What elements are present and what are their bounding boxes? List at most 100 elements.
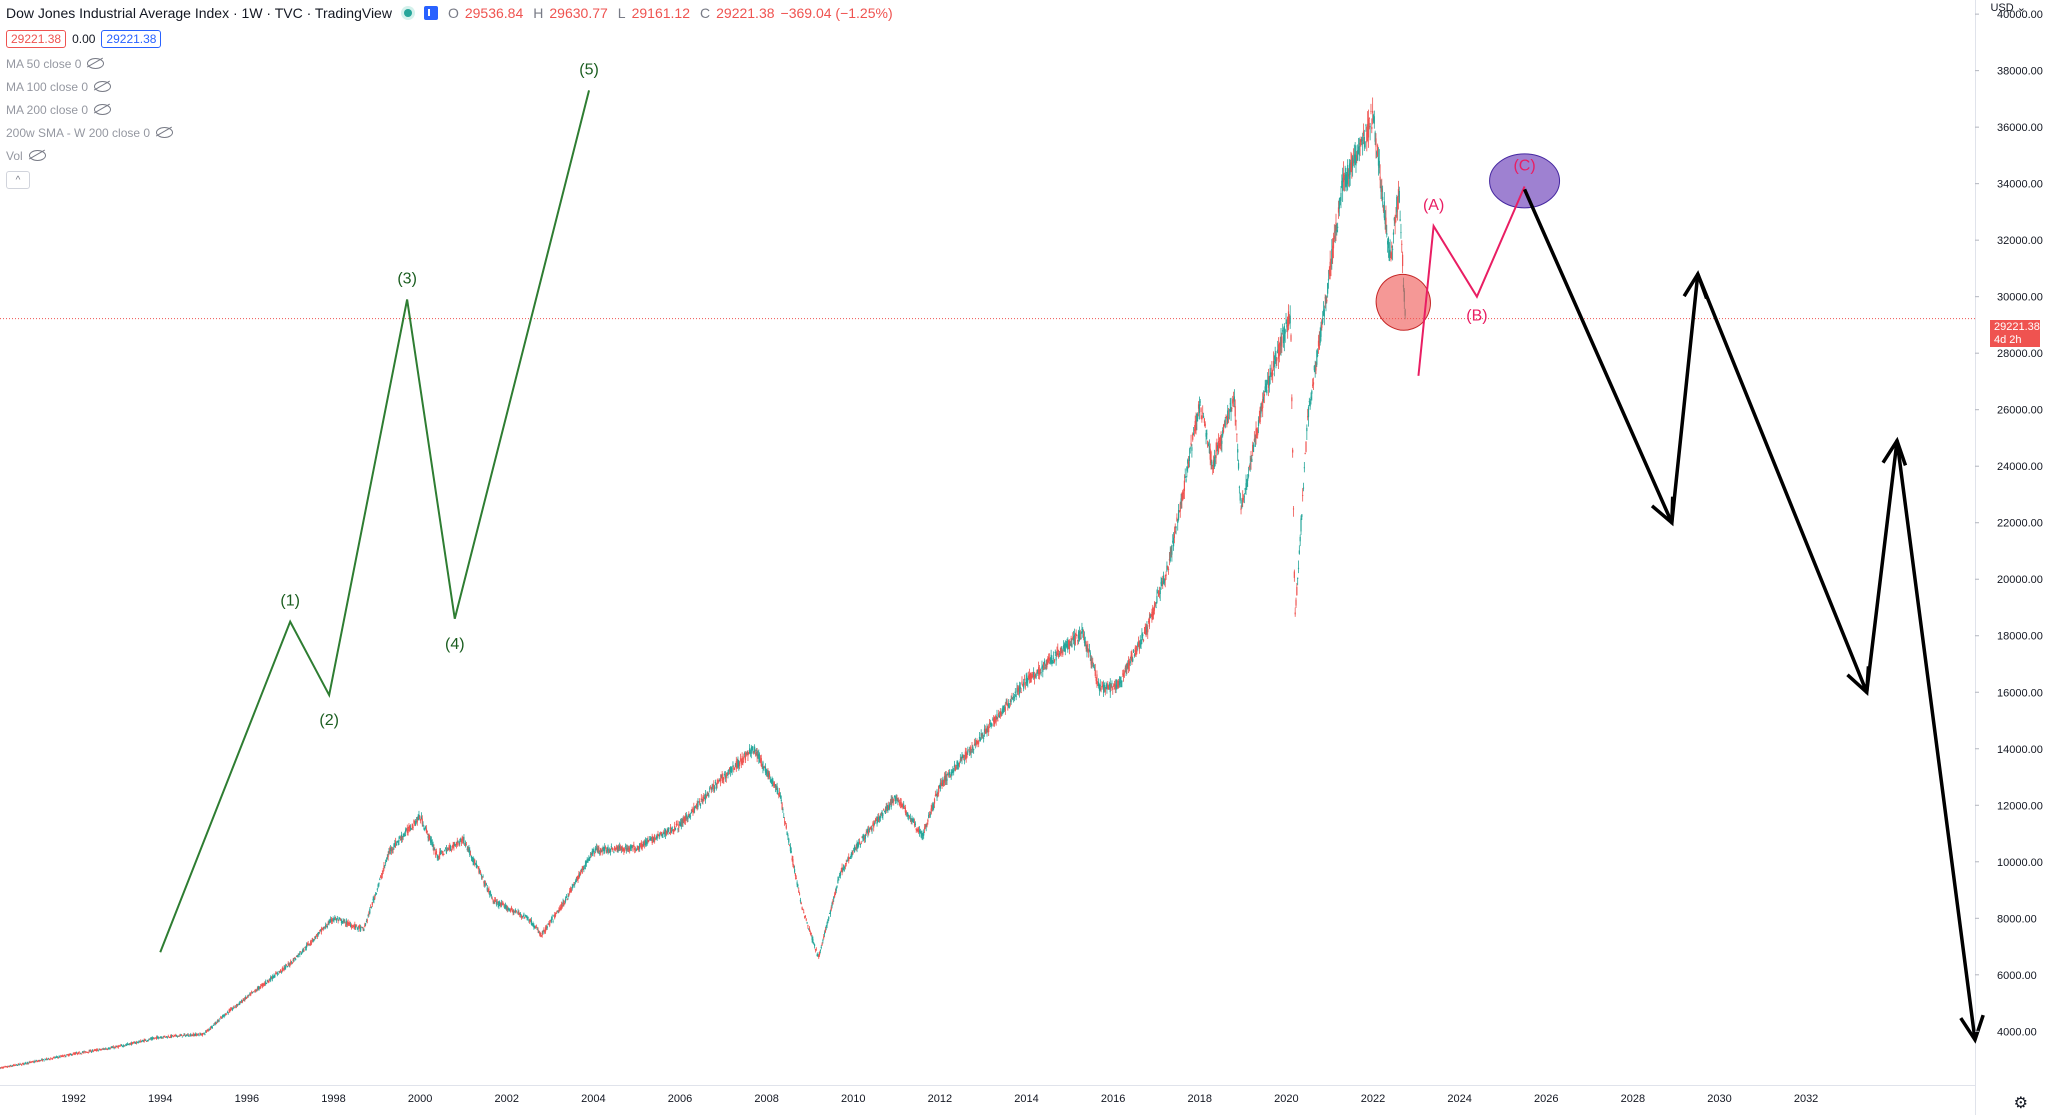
candle-body	[478, 869, 480, 873]
indicator-row[interactable]: 200w SMA - W 200 close 0	[6, 121, 893, 144]
candle-body	[325, 924, 327, 927]
gear-icon[interactable]: ⚙	[2013, 1095, 2028, 1112]
candle-body	[208, 1029, 210, 1031]
candle-body	[65, 1056, 67, 1058]
candle-body	[93, 1049, 95, 1051]
candle-body	[574, 880, 577, 882]
candle-body	[583, 868, 585, 870]
candle-body	[747, 751, 749, 757]
candle-body	[152, 1038, 154, 1040]
candle-body	[828, 912, 831, 914]
candle-body	[56, 1056, 58, 1058]
indicator-row[interactable]: MA 50 close 0	[6, 52, 893, 75]
y-tick-label: 12000.00	[1997, 800, 2043, 812]
candle-body	[754, 746, 756, 752]
candle-body	[324, 927, 326, 929]
candle-body	[577, 876, 579, 880]
projection-arrow-line	[1522, 188, 1977, 1041]
candle-body	[1021, 681, 1023, 685]
candle-body	[903, 804, 905, 807]
candle-body	[118, 1045, 120, 1047]
indicator-row[interactable]: MA 200 close 0	[6, 98, 893, 121]
candle-body	[1182, 491, 1184, 499]
candle-body	[360, 927, 362, 931]
candle-body	[173, 1035, 175, 1037]
candle-body	[316, 935, 318, 937]
ask-price[interactable]: 29221.38	[101, 30, 162, 48]
hidden-eye-icon[interactable]	[156, 127, 174, 138]
candle-body	[891, 798, 893, 804]
candle-body	[358, 925, 360, 927]
candle-body	[277, 973, 279, 975]
candle-body	[1209, 448, 1211, 460]
candle-body	[66, 1054, 68, 1056]
market-status-icon[interactable]	[403, 9, 412, 17]
hidden-eye-icon[interactable]	[94, 81, 112, 92]
collapse-legend-button[interactable]: ^	[6, 171, 30, 189]
candle-body	[230, 1007, 233, 1010]
candle-body	[20, 1063, 22, 1065]
currency-selector[interactable]: USD ⌄	[1990, 1, 2026, 14]
candle-body	[330, 918, 333, 922]
candle-body	[1127, 664, 1129, 666]
candle-body	[282, 968, 284, 970]
candle-body	[1224, 419, 1226, 428]
candle-body	[1193, 429, 1195, 431]
candle-body	[1322, 318, 1324, 323]
candle-body	[777, 790, 779, 793]
candle-body	[41, 1059, 43, 1061]
candle-body	[1174, 530, 1176, 533]
candle-body	[1306, 427, 1308, 432]
candle-body	[496, 901, 498, 903]
candle-body	[680, 821, 682, 827]
indicator-row[interactable]: Vol	[6, 144, 893, 167]
hidden-eye-icon[interactable]	[28, 150, 46, 161]
candle-body	[390, 847, 393, 852]
candle-body	[1008, 702, 1010, 708]
candle-body	[737, 759, 739, 767]
candle-body	[534, 925, 536, 929]
candle-body	[1340, 192, 1342, 201]
candle-body	[782, 809, 784, 811]
candle-body	[1257, 420, 1260, 427]
candle-body	[581, 869, 583, 874]
candle-body	[458, 842, 460, 845]
symbol-title[interactable]: Dow Jones Industrial Average Index · 1W …	[6, 5, 392, 21]
candle-body	[393, 844, 395, 848]
candle-body	[205, 1030, 208, 1032]
candle-body	[873, 822, 876, 824]
candle-body	[1208, 446, 1210, 454]
candle-body	[377, 884, 379, 888]
candle-body	[359, 926, 361, 930]
candle-body	[729, 767, 732, 773]
candle-body	[924, 825, 926, 828]
candle-body	[22, 1063, 24, 1065]
candle-body	[568, 894, 570, 896]
candle-body	[499, 902, 502, 906]
hidden-eye-icon[interactable]	[87, 58, 105, 69]
bid-price[interactable]: 29221.38	[6, 30, 67, 48]
candle-body	[843, 864, 845, 869]
candle-body	[538, 932, 540, 934]
candle-body	[353, 925, 355, 928]
candle-body	[1017, 687, 1019, 691]
flag-icon[interactable]	[423, 6, 438, 20]
candle-body	[1252, 444, 1254, 452]
candle-body	[1272, 373, 1274, 375]
candle-body	[514, 911, 516, 913]
candle-body	[432, 843, 434, 847]
candle-body	[1009, 700, 1011, 702]
candle-body	[920, 831, 922, 838]
candle-body	[1318, 336, 1320, 349]
candle-body	[202, 1033, 204, 1035]
indicator-row[interactable]: MA 100 close 0	[6, 75, 893, 98]
candle-body	[230, 1008, 232, 1011]
candle-body	[472, 857, 474, 862]
candle-body	[328, 921, 330, 925]
hidden-eye-icon[interactable]	[94, 104, 112, 115]
candle-body	[1043, 660, 1046, 665]
candle-body	[621, 846, 623, 850]
candle-body	[1239, 493, 1241, 501]
